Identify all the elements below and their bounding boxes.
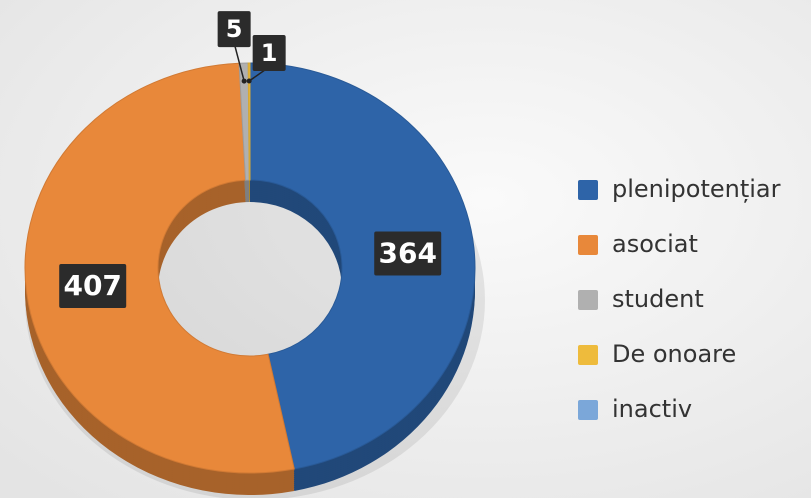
- leader-dot: [241, 78, 247, 84]
- legend-swatch: [578, 180, 598, 200]
- leader-line: [233, 42, 245, 82]
- data-label-box: [217, 11, 251, 48]
- legend-label: De onoare: [612, 340, 736, 368]
- legend-swatch: [578, 290, 598, 310]
- legend-label: plenipotențiar: [612, 175, 781, 203]
- legend-swatch: [578, 400, 598, 420]
- data-label: 5: [226, 15, 243, 43]
- data-label-box: [59, 264, 127, 309]
- data-label: 364: [378, 237, 436, 270]
- data-label-box: [374, 231, 442, 276]
- legend-swatch: [578, 345, 598, 365]
- legend-label: inactiv: [612, 395, 692, 423]
- data-label: 407: [63, 269, 121, 302]
- legend-label: asociat: [612, 230, 698, 258]
- data-label: 1: [261, 39, 278, 67]
- data-label-box: [252, 35, 286, 72]
- legend-label: student: [612, 285, 704, 313]
- slice: [247, 62, 251, 181]
- slice: [24, 62, 295, 474]
- slice: [249, 62, 476, 470]
- leader-dot: [246, 78, 252, 84]
- legend-swatch: [578, 235, 598, 255]
